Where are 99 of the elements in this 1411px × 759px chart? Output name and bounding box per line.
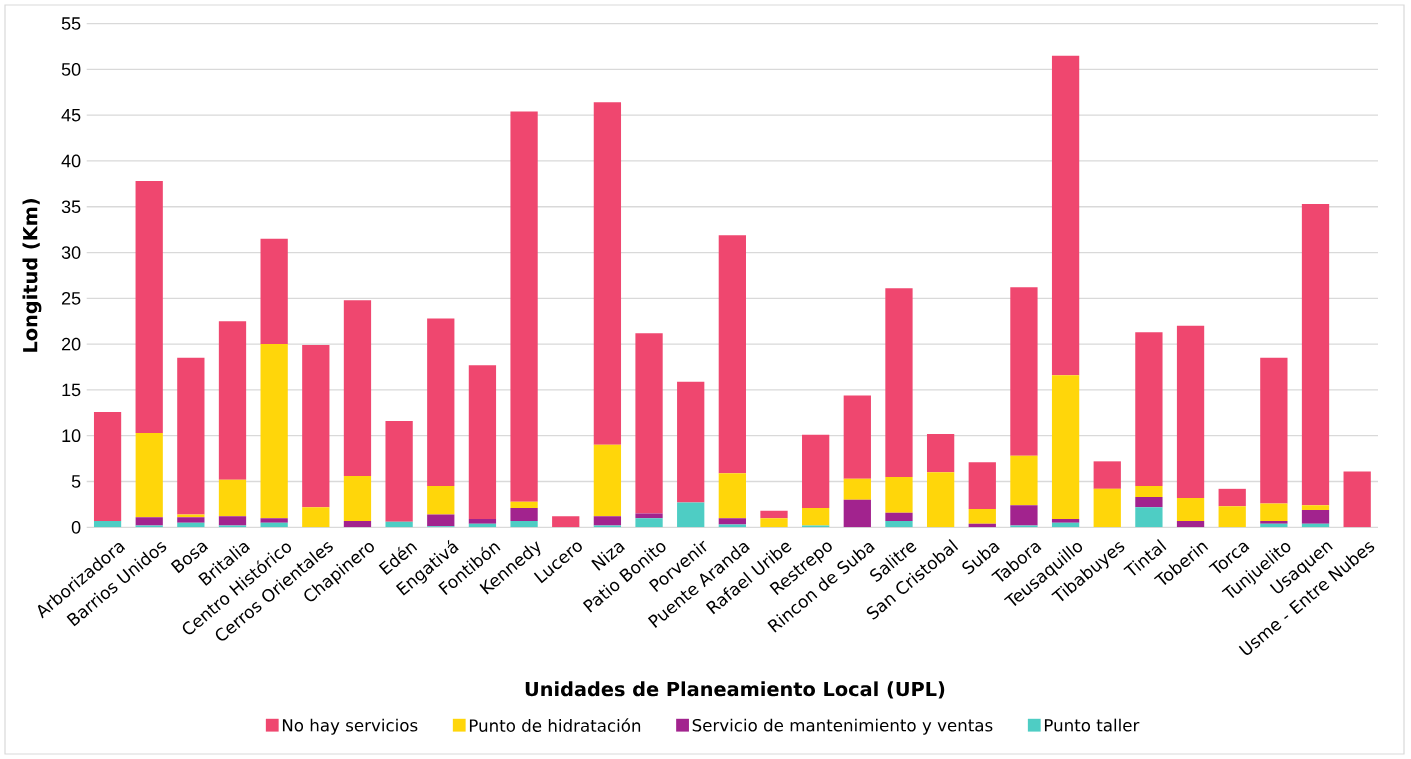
bar bbox=[260, 344, 288, 519]
y-tick-label: 10 bbox=[62, 429, 81, 443]
bar bbox=[260, 238, 288, 345]
bar bbox=[343, 476, 372, 521]
bar bbox=[343, 520, 372, 528]
bar bbox=[1301, 509, 1330, 524]
legend-label: Servicio de mantenimiento y ventas bbox=[692, 718, 993, 735]
bar bbox=[1093, 461, 1121, 489]
y-tick-label: 30 bbox=[61, 246, 81, 259]
bar bbox=[1010, 455, 1038, 506]
bar bbox=[302, 507, 330, 528]
bar bbox=[843, 395, 871, 479]
bar bbox=[885, 512, 913, 521]
bar bbox=[1135, 507, 1163, 528]
bar bbox=[218, 479, 247, 517]
bar bbox=[385, 521, 413, 528]
bar bbox=[510, 508, 538, 521]
bar bbox=[385, 421, 413, 522]
bar bbox=[468, 519, 497, 524]
bar bbox=[552, 516, 580, 528]
bar bbox=[427, 514, 455, 527]
bar bbox=[926, 472, 955, 528]
bar bbox=[593, 102, 622, 445]
legend-label: Punto de hidratación bbox=[469, 718, 641, 732]
bar bbox=[177, 357, 205, 515]
bar bbox=[510, 520, 538, 528]
bar bbox=[718, 518, 746, 525]
y-tick-label: 0 bbox=[71, 520, 81, 534]
y-tick-label: 5 bbox=[71, 475, 81, 488]
bar bbox=[885, 520, 913, 528]
bar bbox=[1218, 488, 1246, 507]
bar bbox=[926, 433, 955, 473]
y-tick-label: 15 bbox=[62, 383, 81, 397]
bar bbox=[635, 518, 663, 528]
y-tick-label: 25 bbox=[61, 291, 81, 305]
bar bbox=[802, 508, 830, 526]
y-tick-label: 20 bbox=[61, 337, 81, 351]
bar bbox=[1301, 204, 1330, 506]
bar bbox=[1135, 332, 1163, 487]
bar bbox=[718, 235, 746, 474]
y-tick-label: 50 bbox=[61, 63, 81, 76]
bar bbox=[1260, 520, 1288, 524]
bar bbox=[843, 499, 871, 528]
bar bbox=[218, 321, 247, 480]
bar bbox=[1218, 506, 1246, 528]
bar bbox=[1260, 503, 1288, 521]
bar bbox=[677, 502, 705, 528]
bar bbox=[593, 444, 622, 517]
bar bbox=[1176, 520, 1205, 528]
bar bbox=[1093, 488, 1121, 528]
bar bbox=[593, 516, 622, 526]
bar bbox=[135, 181, 163, 433]
bar bbox=[1260, 357, 1288, 504]
bar bbox=[177, 517, 205, 523]
bar bbox=[760, 518, 788, 528]
bar bbox=[968, 462, 996, 509]
bar bbox=[843, 478, 871, 500]
bar bbox=[1135, 486, 1163, 498]
bar bbox=[1051, 375, 1080, 520]
bar bbox=[135, 432, 163, 518]
bar bbox=[968, 508, 996, 524]
bar bbox=[427, 486, 455, 515]
bar bbox=[1010, 505, 1038, 526]
bar bbox=[260, 518, 288, 523]
y-tick-label: 55 bbox=[61, 17, 81, 30]
bar bbox=[635, 513, 663, 519]
y-axis-title: Longitud (Km) bbox=[22, 198, 42, 352]
bar bbox=[635, 333, 663, 514]
bar bbox=[302, 345, 330, 508]
legend-label: Punto taller bbox=[1044, 718, 1140, 732]
y-tick-label: 35 bbox=[61, 200, 81, 214]
bar bbox=[1176, 325, 1205, 498]
bar bbox=[802, 434, 830, 509]
bar bbox=[885, 476, 913, 513]
bar bbox=[1176, 497, 1205, 521]
bar bbox=[677, 381, 705, 503]
bar bbox=[1051, 519, 1080, 523]
bar bbox=[1135, 497, 1163, 508]
x-axis-title: Unidades de Planeamiento Local (UPL) bbox=[525, 681, 945, 699]
bar bbox=[343, 300, 372, 476]
bar bbox=[1051, 55, 1080, 376]
bar bbox=[510, 501, 538, 509]
bar bbox=[760, 510, 788, 519]
bar bbox=[135, 517, 163, 526]
y-tick-label: 45 bbox=[61, 108, 81, 122]
y-tick-label: 40 bbox=[61, 154, 81, 168]
bar bbox=[427, 318, 455, 487]
bar bbox=[1010, 287, 1038, 456]
bar bbox=[718, 473, 746, 519]
legend-label: No hay servicios bbox=[282, 718, 418, 735]
bar bbox=[1343, 471, 1371, 528]
bar bbox=[93, 411, 122, 521]
bar bbox=[1301, 505, 1330, 510]
bar bbox=[468, 365, 497, 520]
bar bbox=[885, 288, 913, 477]
bar bbox=[218, 516, 247, 526]
bar bbox=[177, 514, 205, 518]
bar bbox=[93, 520, 122, 528]
bar bbox=[510, 111, 538, 502]
